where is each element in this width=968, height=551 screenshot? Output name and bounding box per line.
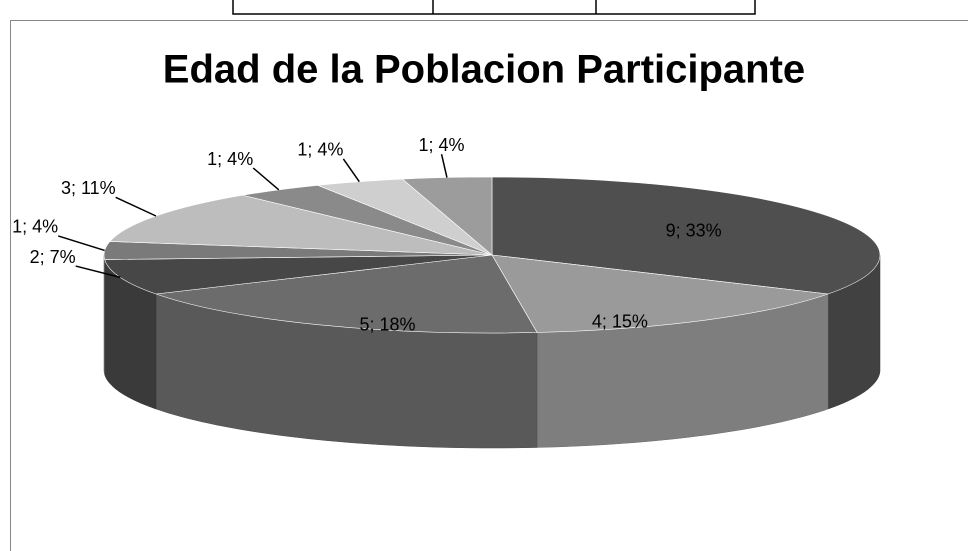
pie-slice	[109, 194, 493, 256]
leader-line	[252, 167, 280, 191]
data-label: 3; 11%	[61, 178, 116, 198]
pie-slice	[155, 254, 538, 334]
data-label: 2; 7%	[30, 247, 76, 267]
data-label: 4; 15%	[592, 312, 648, 332]
leader-line	[115, 196, 157, 217]
leader-line	[57, 235, 105, 252]
leader-line	[440, 154, 448, 178]
data-label: 1; 4%	[207, 149, 253, 169]
data-label: 9; 33%	[666, 220, 722, 240]
chart-frame	[10, 20, 968, 551]
pie-tops	[103, 176, 881, 334]
leader-line	[75, 265, 121, 279]
data-label: 1; 4%	[419, 135, 465, 155]
data-label: 5; 18%	[359, 314, 415, 334]
pie-slice	[491, 254, 829, 333]
leader-line	[342, 158, 360, 183]
data-label: 1; 4%	[12, 217, 58, 237]
data-label: 1; 4%	[297, 140, 343, 160]
chart-title: Edad de la Poblacion Participante	[163, 48, 805, 92]
table-fragment	[232, 0, 756, 15]
pie-slice	[491, 176, 881, 295]
pie-labels: 9; 33%4; 15%5; 18%2; 7%1; 4%3; 11%1; 4% 1…	[12, 135, 721, 334]
